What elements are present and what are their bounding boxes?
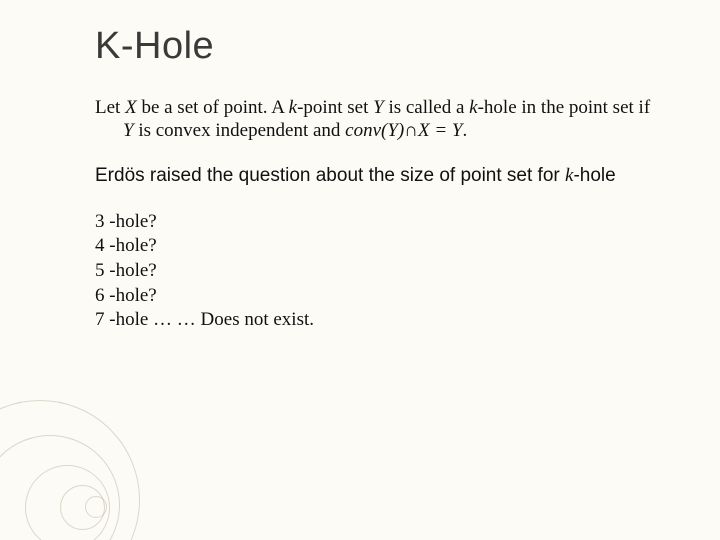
- definition-paragraph: Let X be a set of point. A k-point set Y…: [95, 96, 665, 142]
- hole-list: 3 -hole?4 -hole?5 -hole?6 -hole?7 -hole …: [95, 210, 665, 333]
- def-text: .: [463, 120, 468, 141]
- question-text: -hole: [573, 165, 615, 186]
- intersection-symbol: ∩: [404, 120, 418, 141]
- def-text: be a set of point. A: [137, 97, 289, 118]
- list-item: 6 -hole?: [95, 284, 665, 309]
- def-text: -hole in the point set if: [478, 97, 651, 118]
- def-conv: conv(Y): [345, 120, 404, 141]
- slide-title: K-Hole: [95, 25, 665, 68]
- decorative-circle: [85, 496, 107, 518]
- def-Y: Y: [123, 120, 134, 141]
- list-item: 4 -hole?: [95, 234, 665, 259]
- def-k: k: [469, 97, 477, 118]
- def-text: Let: [95, 97, 125, 118]
- def-text: is convex independent and: [134, 120, 346, 141]
- def-text: is called a: [384, 97, 469, 118]
- list-item: 5 -hole?: [95, 259, 665, 284]
- def-k: k: [289, 97, 297, 118]
- list-item: 7 -hole … … Does not exist.: [95, 308, 665, 333]
- list-item: 3 -hole?: [95, 210, 665, 235]
- def-X: X: [125, 97, 137, 118]
- question-paragraph: Erdös raised the question about the size…: [95, 164, 665, 187]
- question-text: Erdös raised the question about the size…: [95, 165, 565, 186]
- def-Y: Y: [373, 97, 384, 118]
- def-eq: X = Y: [418, 120, 463, 141]
- def-text: -point set: [297, 97, 373, 118]
